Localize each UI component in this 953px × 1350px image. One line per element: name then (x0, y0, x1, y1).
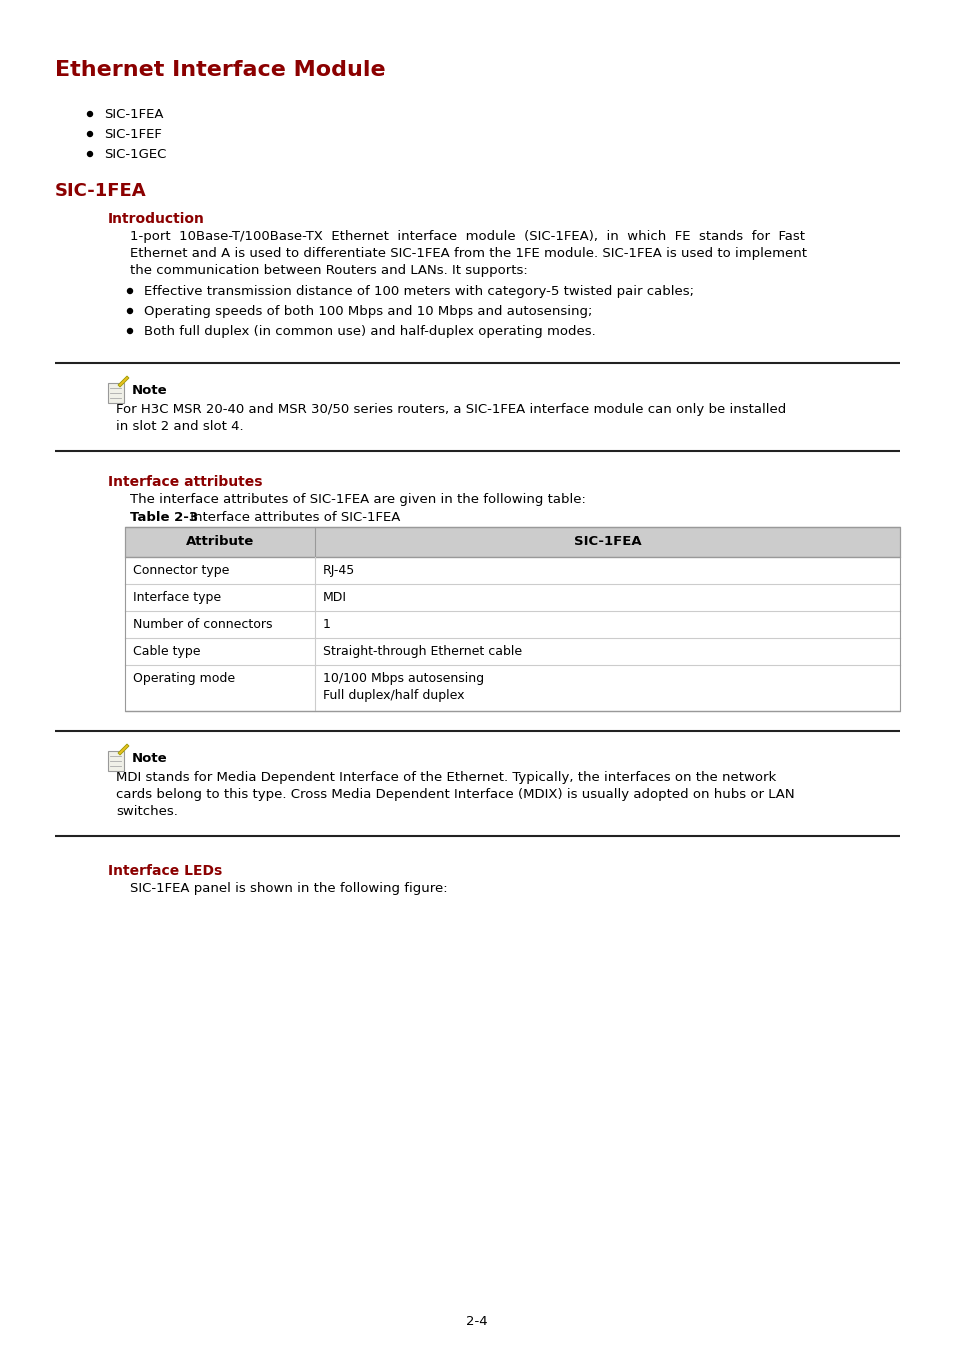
Circle shape (128, 289, 132, 293)
Text: Note: Note (132, 752, 168, 765)
Text: Both full duplex (in common use) and half-duplex operating modes.: Both full duplex (in common use) and hal… (144, 325, 595, 338)
Text: Note: Note (132, 383, 168, 397)
FancyBboxPatch shape (125, 526, 899, 558)
FancyBboxPatch shape (125, 585, 899, 612)
Text: 10/100 Mbps autosensing: 10/100 Mbps autosensing (323, 672, 483, 684)
Text: Full duplex/half duplex: Full duplex/half duplex (323, 688, 464, 702)
Text: MDI stands for Media Dependent Interface of the Ethernet. Typically, the interfa: MDI stands for Media Dependent Interface… (116, 771, 776, 784)
Text: SIC-1FEA: SIC-1FEA (55, 182, 147, 200)
FancyBboxPatch shape (108, 751, 124, 771)
Circle shape (88, 131, 92, 136)
FancyBboxPatch shape (125, 558, 899, 585)
Text: The interface attributes of SIC-1FEA are given in the following table:: The interface attributes of SIC-1FEA are… (130, 493, 585, 506)
Polygon shape (118, 377, 129, 387)
Text: 2-4: 2-4 (466, 1315, 487, 1328)
Text: SIC-1FEF: SIC-1FEF (104, 128, 162, 140)
Text: Attribute: Attribute (186, 535, 253, 548)
Polygon shape (118, 744, 129, 755)
Text: Interface type: Interface type (132, 591, 221, 603)
Circle shape (88, 151, 92, 157)
Text: Cable type: Cable type (132, 645, 200, 657)
Text: cards belong to this type. Cross Media Dependent Interface (MDIX) is usually ado: cards belong to this type. Cross Media D… (116, 788, 794, 801)
FancyBboxPatch shape (125, 612, 899, 639)
Text: Effective transmission distance of 100 meters with category-5 twisted pair cable: Effective transmission distance of 100 m… (144, 285, 693, 298)
Text: switches.: switches. (116, 805, 177, 818)
Text: Table 2-3: Table 2-3 (130, 512, 198, 524)
Circle shape (128, 328, 132, 333)
Text: SIC-1FEA panel is shown in the following figure:: SIC-1FEA panel is shown in the following… (130, 882, 447, 895)
FancyBboxPatch shape (125, 666, 899, 711)
FancyBboxPatch shape (108, 383, 124, 404)
Text: SIC-1FEA: SIC-1FEA (104, 108, 163, 122)
Text: Interface LEDs: Interface LEDs (108, 864, 222, 878)
Text: SIC-1FEA: SIC-1FEA (573, 535, 640, 548)
Text: Ethernet and A is used to differentiate SIC-1FEA from the 1FE module. SIC-1FEA i: Ethernet and A is used to differentiate … (130, 247, 806, 261)
Text: Operating mode: Operating mode (132, 672, 234, 684)
Text: Ethernet Interface Module: Ethernet Interface Module (55, 59, 385, 80)
Text: Introduction: Introduction (108, 212, 205, 225)
Text: Interface attributes of SIC-1FEA: Interface attributes of SIC-1FEA (186, 512, 399, 524)
Text: 1: 1 (323, 618, 331, 630)
Text: in slot 2 and slot 4.: in slot 2 and slot 4. (116, 420, 243, 433)
Text: MDI: MDI (323, 591, 347, 603)
Text: For H3C MSR 20-40 and MSR 30/50 series routers, a SIC-1FEA interface module can : For H3C MSR 20-40 and MSR 30/50 series r… (116, 404, 785, 416)
Text: RJ-45: RJ-45 (323, 564, 355, 576)
Text: Number of connectors: Number of connectors (132, 618, 273, 630)
Circle shape (88, 112, 92, 116)
Text: SIC-1GEC: SIC-1GEC (104, 148, 166, 161)
Text: the communication between Routers and LANs. It supports:: the communication between Routers and LA… (130, 265, 527, 277)
FancyBboxPatch shape (125, 639, 899, 666)
Circle shape (128, 309, 132, 313)
Text: Straight-through Ethernet cable: Straight-through Ethernet cable (323, 645, 521, 657)
Text: Operating speeds of both 100 Mbps and 10 Mbps and autosensing;: Operating speeds of both 100 Mbps and 10… (144, 305, 592, 319)
Text: 1-port  10Base-T/100Base-TX  Ethernet  interface  module  (SIC-1FEA),  in  which: 1-port 10Base-T/100Base-TX Ethernet inte… (130, 230, 804, 243)
Text: Connector type: Connector type (132, 564, 229, 576)
Text: Interface attributes: Interface attributes (108, 475, 262, 489)
